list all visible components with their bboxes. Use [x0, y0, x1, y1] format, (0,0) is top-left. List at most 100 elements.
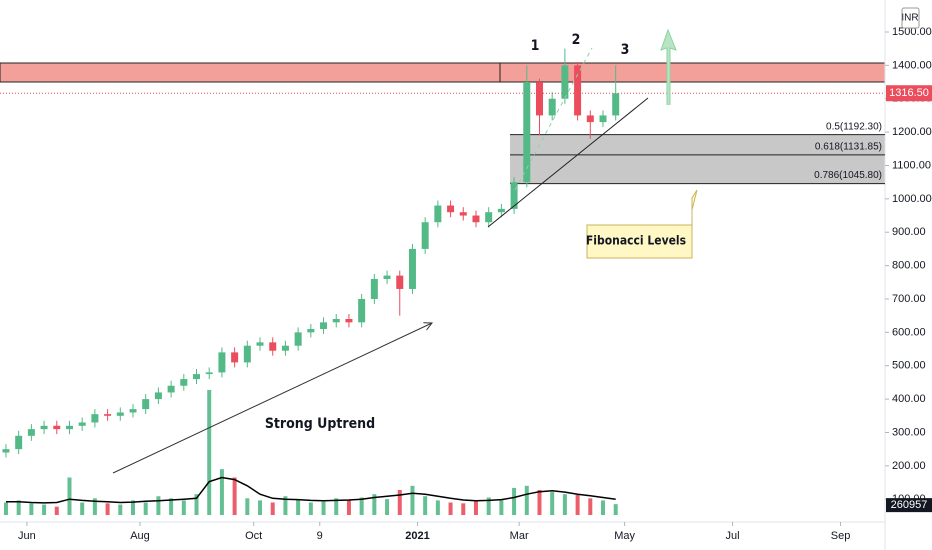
candle-body [129, 409, 137, 413]
volume-bar [143, 502, 148, 515]
candle-body [447, 205, 455, 213]
y-tick-label: 1500.00 [892, 26, 932, 38]
candle-body [65, 425, 73, 430]
candle-body [104, 414, 112, 416]
volume-bar [130, 500, 135, 515]
x-tick-label: Mar [510, 530, 529, 542]
candle-body [408, 248, 416, 289]
candle-body [535, 82, 543, 116]
candle-body [345, 319, 353, 323]
fib-zone [510, 134, 885, 155]
volume-bar [550, 492, 555, 515]
volume-bar [29, 503, 34, 515]
candle-body [612, 93, 620, 116]
x-tick-label: 2021 [405, 530, 429, 542]
volume-bar [499, 499, 504, 515]
candle-body [167, 385, 175, 393]
candle-body [370, 278, 378, 299]
y-tick-label: 900.00 [892, 226, 926, 238]
volume-bar [169, 498, 174, 515]
volume-bar [512, 487, 517, 515]
volume-bar [296, 499, 301, 515]
candle-body [78, 422, 86, 426]
fib-label: 0.618(1131.85) [815, 141, 882, 152]
y-tick-label: 400.00 [892, 393, 926, 405]
volume-bar [397, 490, 402, 515]
candle-body [320, 322, 328, 330]
volume-bar [410, 485, 415, 515]
volume-bar [194, 494, 199, 515]
volume-box [886, 498, 932, 513]
candle-body [142, 399, 150, 410]
volume-ma [6, 476, 616, 504]
volume-bar [16, 500, 21, 515]
volume-bar [80, 502, 85, 515]
candle-body [231, 352, 239, 363]
y-tick-label: 1400.00 [892, 59, 932, 71]
y-tick-label: 800.00 [892, 260, 926, 272]
volume-bar [600, 500, 605, 515]
candle-body [358, 298, 366, 323]
volume-bar [423, 496, 428, 515]
volume-bar [588, 498, 593, 515]
y-tick-label: 1000.00 [892, 193, 932, 205]
wave-label: 1 [531, 38, 540, 54]
fib-zone [510, 154, 885, 184]
currency-box [901, 7, 920, 29]
candle-body [243, 345, 251, 363]
candle-body [269, 342, 277, 351]
volume-label: 260957 [891, 499, 928, 511]
candle-body [154, 392, 162, 400]
fib-label: 0.786(1045.80) [814, 170, 882, 181]
volume-bar [105, 503, 110, 515]
candle-body [2, 449, 10, 453]
candle-body [421, 222, 429, 249]
candle-body [40, 425, 48, 430]
fib-label: 0.5(1192.30) [826, 121, 882, 132]
candle-body [383, 275, 391, 279]
last-price-box [886, 85, 932, 102]
volume-bar [67, 477, 72, 515]
volume-bar [346, 500, 351, 515]
y-tick-label: 300.00 [892, 426, 926, 438]
candle-body [15, 435, 23, 450]
dashed-line [514, 47, 593, 191]
volume-bar [3, 502, 8, 515]
volume-bar [156, 496, 161, 515]
volume-bar [54, 506, 59, 515]
candle-body [396, 275, 404, 289]
volume-bar [613, 504, 618, 515]
candle-body [459, 212, 467, 216]
volume-bar [385, 499, 390, 515]
candle-body [281, 345, 289, 351]
candle-body [548, 98, 556, 116]
candle-body [205, 372, 213, 375]
x-tick-label: Sep [831, 530, 851, 542]
volume-bar [448, 502, 453, 515]
candle-body [294, 332, 302, 346]
volume-bar [562, 494, 567, 515]
x-tick-label: 9 [317, 530, 323, 542]
candle-body [193, 374, 201, 380]
callout-text: Fibonacci Levels [586, 234, 686, 248]
y-tick-label: 200.00 [892, 460, 926, 472]
volume-bar [524, 485, 529, 515]
resistance-zone [0, 62, 886, 83]
candle-body [561, 65, 569, 99]
y-tick-label: 1200.00 [892, 126, 932, 138]
candle-body [434, 205, 442, 223]
candle-body [180, 379, 188, 386]
candle-body [256, 342, 264, 346]
up-arrow [660, 28, 677, 105]
y-tick-label: 1100.00 [892, 159, 931, 171]
volume-bar [270, 502, 275, 515]
candle-body [472, 215, 480, 223]
x-tick-label: Jul [726, 530, 740, 542]
volume-bar [92, 498, 97, 515]
last-price-label: 1316.50 [889, 87, 929, 99]
uptrend-label: Strong Uptrend [265, 416, 375, 432]
volume-bar [537, 490, 542, 515]
candle-body [116, 412, 124, 416]
